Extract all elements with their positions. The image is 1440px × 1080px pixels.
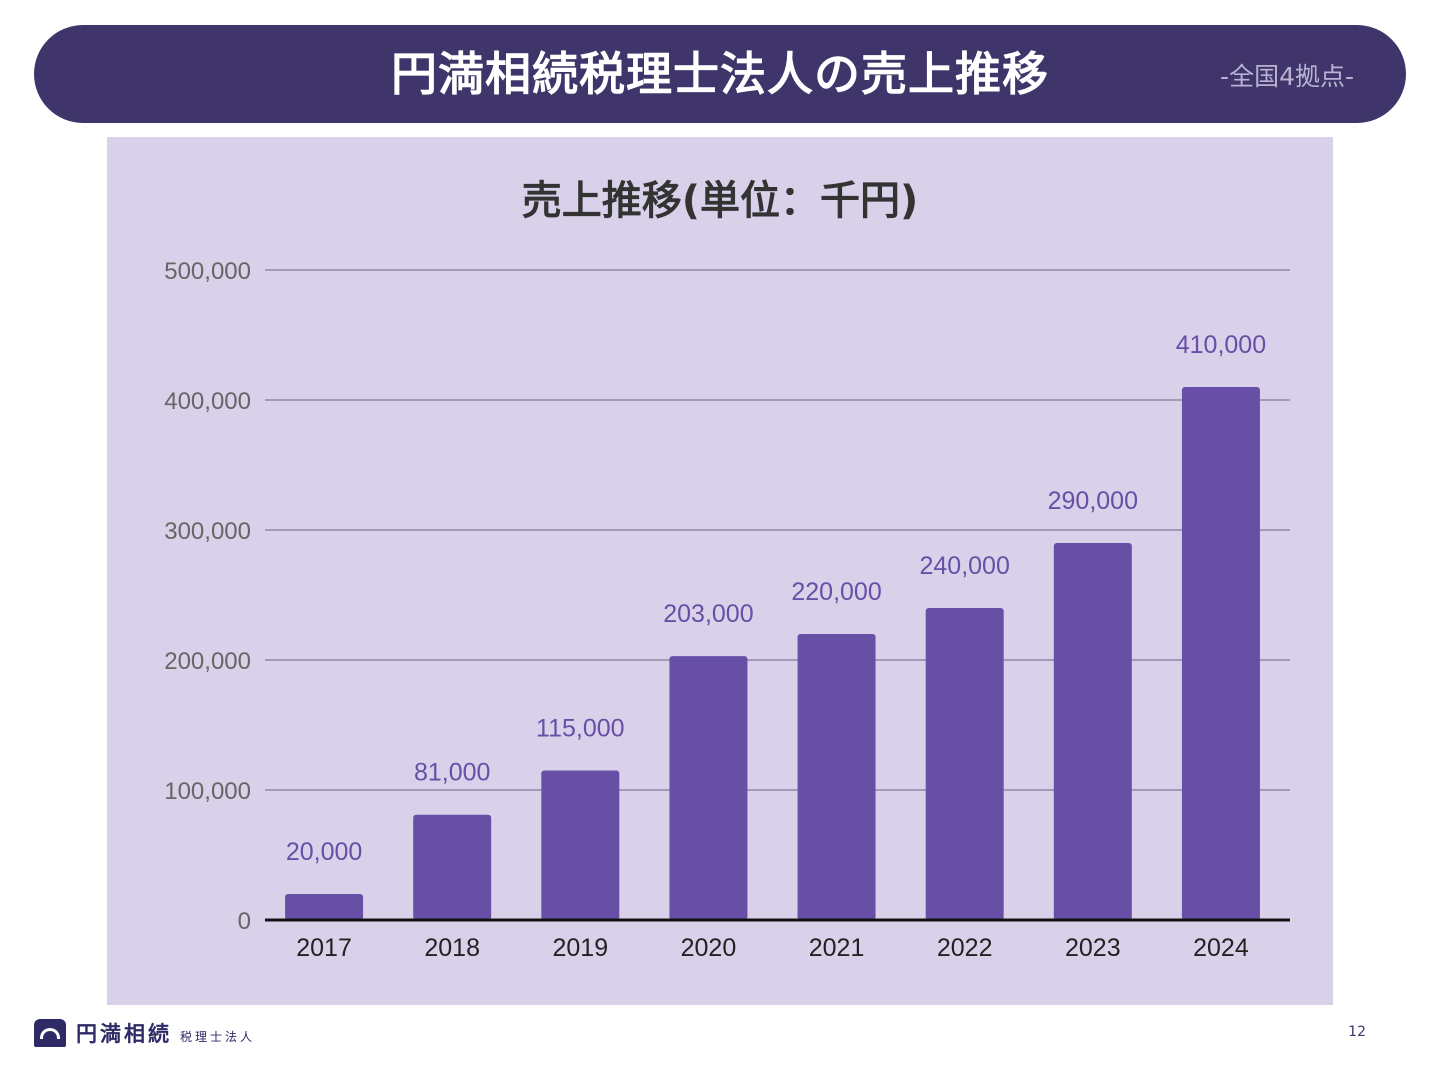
bar — [285, 894, 364, 920]
y-tick-label: 200,000 — [164, 648, 251, 675]
bar — [1181, 387, 1260, 920]
x-tick-label: 2022 — [937, 934, 993, 962]
bar — [797, 634, 876, 920]
y-tick-label: 300,000 — [164, 518, 251, 545]
page-subtitle: -全国4拠点- — [1220, 62, 1354, 91]
x-tick-label: 2018 — [424, 934, 480, 962]
x-tick-label: 2020 — [681, 934, 737, 962]
page-title: 円満相続税理士法人の売上推移 — [391, 47, 1049, 101]
x-tick-label: 2021 — [809, 934, 865, 962]
y-tick-label: 0 — [238, 908, 251, 935]
company-logo: 円満相続 税理士法人 — [34, 1017, 255, 1049]
data-label: 115,000 — [536, 715, 625, 743]
data-label: 220,000 — [791, 578, 881, 606]
y-tick-label: 500,000 — [164, 258, 251, 285]
data-label: 240,000 — [920, 552, 1010, 580]
logo-main-text: 円満相続 — [76, 1022, 172, 1046]
data-label: 290,000 — [1048, 487, 1138, 515]
logo-sub-text: 税理士法人 — [180, 1029, 256, 1044]
x-tick-label: 2019 — [553, 934, 609, 962]
bar — [1053, 543, 1132, 920]
data-label: 20,000 — [286, 838, 362, 866]
x-tick-label: 2017 — [296, 934, 352, 962]
y-tick-label: 100,000 — [164, 778, 251, 805]
header-banner: 円満相続税理士法人の売上推移 -全国4拠点- — [34, 25, 1406, 123]
logo-icon — [34, 1019, 66, 1047]
data-label: 410,000 — [1176, 331, 1266, 359]
chart-title: 売上推移(単位：千円) — [521, 178, 919, 224]
data-label: 81,000 — [414, 759, 490, 787]
bar — [541, 770, 620, 920]
x-tick-label: 2024 — [1193, 934, 1249, 962]
data-label: 203,000 — [663, 600, 753, 628]
x-tick-label: 2023 — [1065, 934, 1121, 962]
bar — [925, 608, 1004, 920]
bar — [669, 656, 748, 920]
page-number: 12 — [1348, 1024, 1366, 1040]
y-tick-label: 400,000 — [164, 388, 251, 415]
bar — [413, 814, 492, 920]
